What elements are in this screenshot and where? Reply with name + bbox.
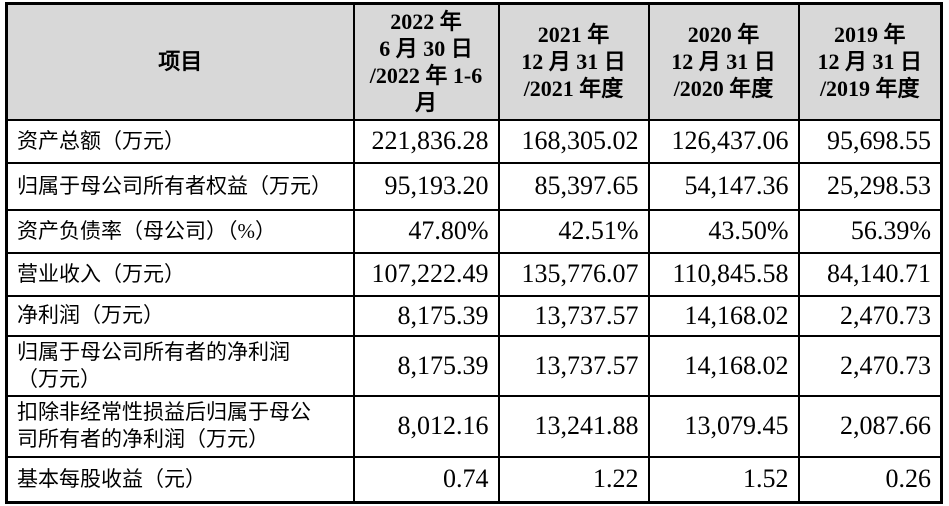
row-label-cell: 扣除非经常性损益后归属于母公 司所有者的净利润（万元） — [5, 394, 355, 458]
value-cell: 13,737.57 — [497, 294, 650, 337]
value-cell: 43.50% — [647, 208, 800, 254]
value-cell: 221,836.28 — [352, 118, 500, 164]
value-cell: 54,147.36 — [647, 161, 800, 211]
value-cell: 25,298.53 — [797, 161, 943, 211]
value-cell: 95,193.20 — [352, 161, 500, 211]
table-row-net-profit: 净利润（万元） 8,175.39 13,737.57 14,168.02 2,4… — [5, 294, 943, 337]
table-header-row: 项目 2022 年 6 月 30 日 /2022 年 1-6 月 2021 年 … — [5, 2, 943, 121]
financial-summary-table: 项目 2022 年 6 月 30 日 /2022 年 1-6 月 2021 年 … — [5, 2, 943, 504]
value-cell: 95,698.55 — [797, 118, 943, 164]
value-cell: 14,168.02 — [647, 294, 800, 337]
value-cell: 8,175.39 — [352, 294, 500, 337]
value-cell: 135,776.07 — [497, 251, 650, 297]
table-row-parent-equity: 归属于母公司所有者权益（万元） 95,193.20 85,397.65 54,1… — [5, 161, 943, 211]
row-label-cell: 净利润（万元） — [5, 294, 355, 337]
value-cell: 47.80% — [352, 208, 500, 254]
value-cell: 168,305.02 — [497, 118, 650, 164]
value-cell: 13,241.88 — [497, 394, 650, 458]
header-cell-period-2019: 2019 年 12 月 31 日 /2019 年度 — [797, 2, 943, 121]
table-row-deducted-net-profit: 扣除非经常性损益后归属于母公 司所有者的净利润（万元） 8,012.16 13,… — [5, 394, 943, 458]
header-cell-item: 项目 — [5, 2, 355, 121]
value-cell: 1.52 — [647, 455, 800, 504]
row-label-cell: 基本每股收益（元） — [5, 455, 355, 504]
value-cell: 126,437.06 — [647, 118, 800, 164]
table-row-operating-revenue: 营业收入（万元） 107,222.49 135,776.07 110,845.5… — [5, 251, 943, 297]
row-label-cell: 资产负债率（母公司）（%） — [5, 208, 355, 254]
table-row-parent-net-profit: 归属于母公司所有者的净利润 （万元） 8,175.39 13,737.57 14… — [5, 334, 943, 397]
value-cell: 2,470.73 — [797, 334, 943, 397]
value-cell: 42.51% — [497, 208, 650, 254]
value-cell: 110,845.58 — [647, 251, 800, 297]
row-label-cell: 营业收入（万元） — [5, 251, 355, 297]
value-cell: 56.39% — [797, 208, 943, 254]
row-label-cell: 资产总额（万元） — [5, 118, 355, 164]
value-cell: 1.22 — [497, 455, 650, 504]
value-cell: 2,087.66 — [797, 394, 943, 458]
value-cell: 0.74 — [352, 455, 500, 504]
table-row-total-assets: 资产总额（万元） 221,836.28 168,305.02 126,437.0… — [5, 118, 943, 164]
row-label-cell: 归属于母公司所有者权益（万元） — [5, 161, 355, 211]
value-cell: 107,222.49 — [352, 251, 500, 297]
value-cell: 85,397.65 — [497, 161, 650, 211]
value-cell: 13,079.45 — [647, 394, 800, 458]
table-row-debt-ratio: 资产负债率（母公司）（%） 47.80% 42.51% 43.50% 56.39… — [5, 208, 943, 254]
value-cell: 13,737.57 — [497, 334, 650, 397]
value-cell: 14,168.02 — [647, 334, 800, 397]
value-cell: 84,140.71 — [797, 251, 943, 297]
value-cell: 8,175.39 — [352, 334, 500, 397]
row-label-cell: 归属于母公司所有者的净利润 （万元） — [5, 334, 355, 397]
header-cell-period-2020: 2020 年 12 月 31 日 /2020 年度 — [647, 2, 800, 121]
header-cell-period-2022: 2022 年 6 月 30 日 /2022 年 1-6 月 — [352, 2, 500, 121]
header-cell-period-2021: 2021 年 12 月 31 日 /2021 年度 — [497, 2, 650, 121]
table-row-basic-eps: 基本每股收益（元） 0.74 1.22 1.52 0.26 — [5, 455, 943, 504]
value-cell: 0.26 — [797, 455, 943, 504]
value-cell: 8,012.16 — [352, 394, 500, 458]
value-cell: 2,470.73 — [797, 294, 943, 337]
